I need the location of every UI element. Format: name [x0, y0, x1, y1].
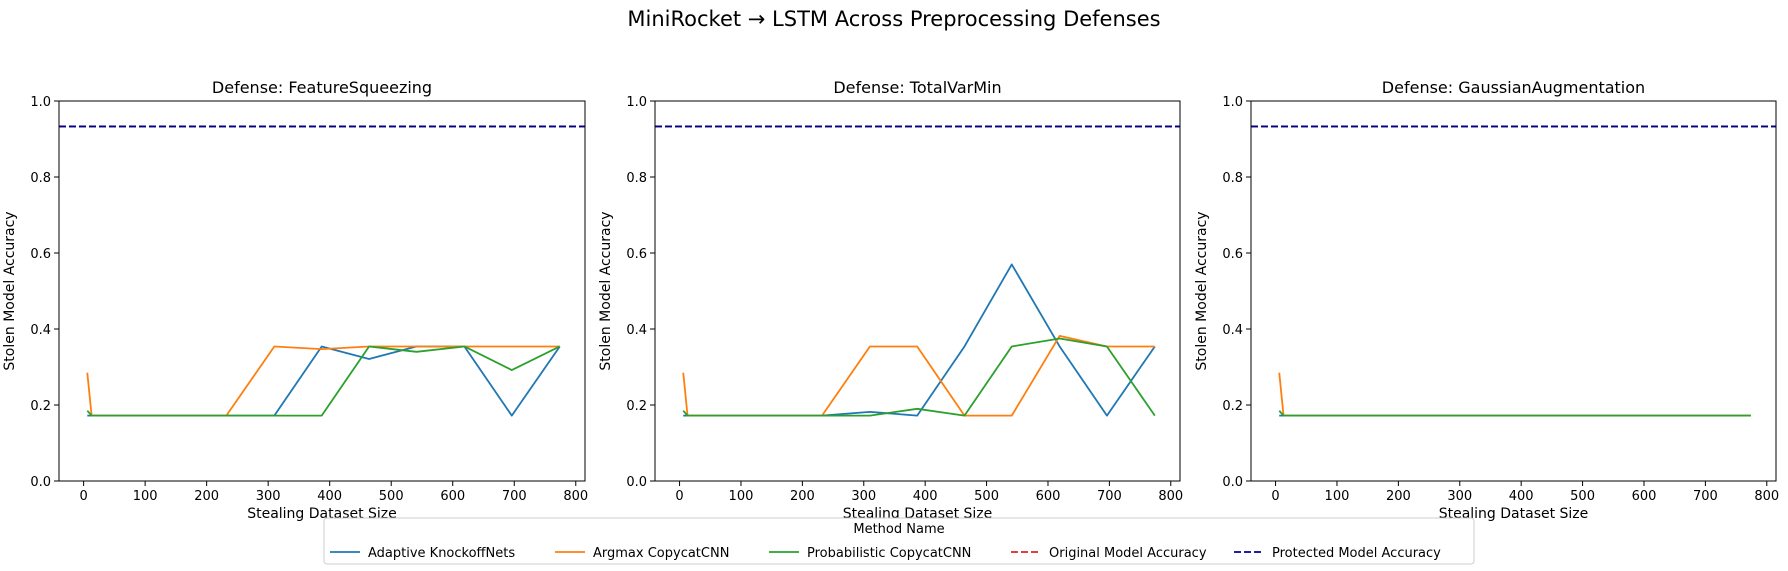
subplots: Defense: FeatureSqueezing 0 100 200 300 400 50… — [2, 78, 1779, 522]
y-tick-label: 1.0 — [626, 95, 647, 110]
plot-area — [59, 125, 585, 417]
y-tick-label: 0.0 — [626, 475, 647, 490]
legend-item: Argmax CopycatCNN — [555, 546, 729, 561]
y-axis-label: Stolen Model Accuracy — [2, 211, 18, 370]
x-tick-label: 100 — [133, 489, 158, 504]
legend-box — [323, 517, 1475, 565]
x-tick-label: 600 — [1036, 489, 1061, 504]
axes-frame — [1250, 100, 1777, 482]
x-tick-label: 0 — [79, 489, 87, 504]
x-tick-label: 600 — [1632, 489, 1657, 504]
y-axis-label: Stolen Model Accuracy — [1194, 211, 1210, 370]
argmax-copycatcnn-line — [682, 334, 1155, 417]
x-tick-label: 800 — [1754, 489, 1779, 504]
y-tick-label: 0.6 — [30, 247, 51, 262]
y-tick-label: 0.6 — [626, 247, 647, 262]
x-tick-label: 600 — [440, 489, 465, 504]
x-tick-label: 400 — [317, 489, 342, 504]
x-tick-label: 800 — [563, 489, 588, 504]
x-tick-label: 100 — [729, 489, 754, 504]
y-tick-label: 0.8 — [30, 171, 51, 186]
subplot-title: Defense: TotalVarMin — [833, 78, 1001, 97]
y-tick-label: 1.0 — [1222, 95, 1243, 110]
y-tick-label: 1.0 — [30, 95, 51, 110]
x-tick-label: 700 — [502, 489, 527, 504]
legend-label: Probabilistic CopycatCNN — [807, 546, 971, 561]
x-tick-label: 200 — [1386, 489, 1411, 504]
y-tick-label: 0.2 — [626, 399, 647, 414]
subplot-title: Defense: FeatureSqueezing — [212, 78, 432, 97]
x-tick-label: 300 — [256, 489, 281, 504]
legend-label: Argmax CopycatCNN — [593, 546, 729, 561]
y-tick-label: 0.0 — [1222, 475, 1243, 490]
legend-item: Original Model Accuracy — [1011, 546, 1207, 561]
y-axis-label: Stolen Model Accuracy — [598, 211, 614, 370]
y-tick-label: 0.6 — [1222, 247, 1243, 262]
x-tick-label: 500 — [974, 489, 999, 504]
legend-item: Protected Model Accuracy — [1234, 546, 1441, 561]
legend-item: Adaptive KnockoffNets — [330, 546, 515, 561]
x-tick-label: 700 — [1693, 489, 1718, 504]
x-tick-label: 500 — [1570, 489, 1595, 504]
adaptive-knockoffnets-line — [87, 345, 561, 417]
x-tick-label: 300 — [1447, 489, 1472, 504]
legend-label: Original Model Accuracy — [1049, 546, 1207, 561]
legend-label: Adaptive KnockoffNets — [368, 546, 515, 561]
x-tick-label: 500 — [379, 489, 404, 504]
legend-title: Method Name — [853, 522, 944, 537]
legend-item: Probabilistic CopycatCNN — [769, 546, 971, 561]
y-tick-label: 0.4 — [30, 323, 51, 338]
legend: Method Name Adaptive KnockoffNets Argmax C… — [323, 517, 1475, 565]
axes-frame — [58, 100, 586, 482]
y-tick-label: 0.4 — [1222, 323, 1243, 338]
probabilistic-copycatcnn-line — [86, 345, 561, 417]
x-tick-label: 200 — [194, 489, 219, 504]
y-tick-label: 0.8 — [1222, 171, 1243, 186]
argmax-copycatcnn-line — [1278, 372, 1751, 417]
x-tick-label: 800 — [1158, 489, 1183, 504]
subplot-3: Defense: GaussianAugmentation 0 100 200 300 4… — [1194, 78, 1779, 522]
x-tick-label: 0 — [1271, 489, 1279, 504]
x-axis-label: Stealing Dataset Size — [1439, 506, 1589, 522]
y-tick-label: 0.2 — [30, 399, 51, 414]
x-tick-label: 100 — [1325, 489, 1350, 504]
x-tick-label: 0 — [675, 489, 683, 504]
subplot-1: Defense: FeatureSqueezing 0 100 200 300 400 50… — [2, 78, 588, 522]
probabilistic-copycatcnn-line — [682, 337, 1156, 417]
plot-area — [1251, 125, 1776, 417]
x-tick-label: 400 — [913, 489, 938, 504]
x-tick-label: 300 — [851, 489, 876, 504]
x-tick-label: 400 — [1509, 489, 1534, 504]
y-tick-label: 0.0 — [30, 475, 51, 490]
subplot-2: Defense: TotalVarMin 0 100 200 300 400 500 600 7… — [598, 78, 1183, 522]
subplot-title: Defense: GaussianAugmentation — [1382, 78, 1645, 97]
figure-title: MiniRocket → LSTM Across Preprocessing D… — [627, 7, 1160, 31]
x-tick-label: 700 — [1097, 489, 1122, 504]
x-tick-label: 200 — [790, 489, 815, 504]
probabilistic-copycatcnn-line — [1278, 410, 1751, 417]
y-tick-label: 0.8 — [626, 171, 647, 186]
axes-frame — [654, 100, 1181, 482]
y-tick-label: 0.2 — [1222, 399, 1243, 414]
legend-label: Protected Model Accuracy — [1272, 546, 1441, 561]
adaptive-knockoffnets-line — [683, 263, 1156, 417]
plot-area — [655, 125, 1180, 417]
y-tick-label: 0.4 — [626, 323, 647, 338]
